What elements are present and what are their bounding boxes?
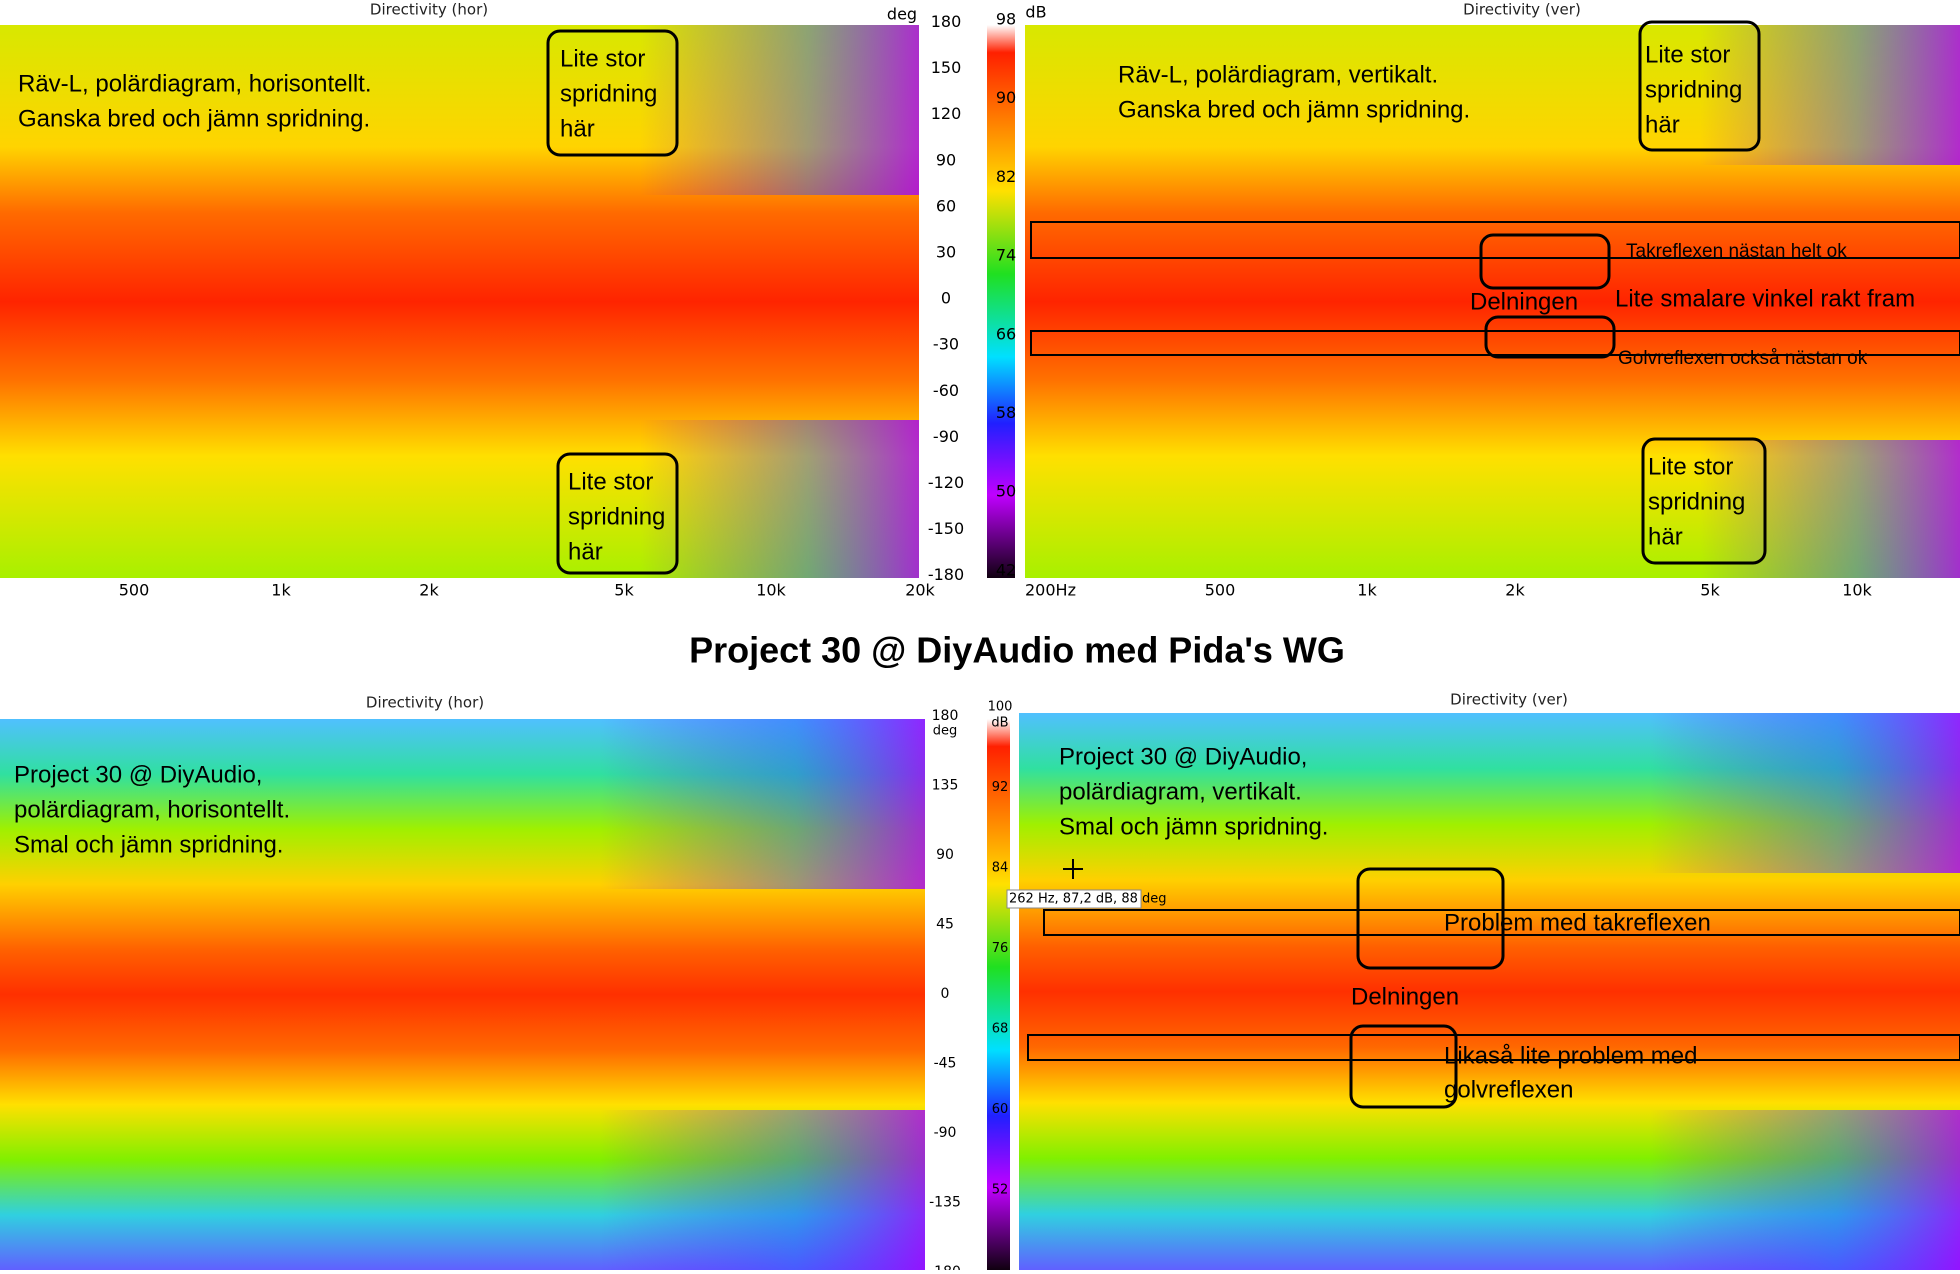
colorbar-tick-label: 100 (988, 700, 1013, 715)
box-label: här (1648, 523, 1683, 550)
panel-title: Directivity (hor) (366, 694, 484, 712)
annotation: Ganska bred och jämn spridning. (18, 105, 370, 132)
x-tick-label: 2k (419, 581, 439, 600)
x-tick-label: 5k (1700, 581, 1720, 600)
page-title: Project 30 @ DiyAudio med Pida's WG (689, 630, 1345, 671)
annotation: Project 30 @ DiyAudio, (1059, 743, 1307, 770)
callout: Problem med takreflexen (1444, 909, 1711, 936)
colorbar-tick-label: 52 (992, 1183, 1009, 1198)
box-label: Lite stor (568, 468, 653, 495)
x-tick-label: 20k (905, 581, 935, 600)
x-tick-label: 500 (1205, 581, 1236, 600)
callout: Likaså lite problem med (1444, 1042, 1697, 1069)
annotation-shapes (546, 20, 1960, 1109)
y-tick-label: -45 (934, 1056, 957, 1072)
heatmap-1 (0, 25, 919, 578)
panel-title: Directivity (hor) (370, 1, 488, 19)
y-tick-label: 60 (936, 196, 956, 215)
y-tick-label: -60 (933, 381, 959, 400)
colorbar-tick-label: 98 (996, 10, 1016, 29)
axis-unit: deg (887, 5, 917, 24)
colorbar-tick-label: 50 (996, 482, 1016, 501)
x-tick-label: 5k (614, 581, 634, 600)
axis-unit: dB (1025, 3, 1046, 22)
y-tick-label: -90 (934, 1125, 957, 1141)
y-tick-label: 30 (936, 243, 956, 262)
box-label: spridning (1645, 76, 1742, 103)
axis-unit: dB (991, 716, 1008, 731)
colorbar-tick-label: 90 (996, 88, 1016, 107)
y-tick-label: -150 (928, 519, 964, 538)
y-tick-label: -135 (929, 1195, 961, 1211)
colorbar-tick-label: 66 (996, 324, 1016, 343)
y-tick-label: 90 (936, 150, 956, 169)
callout: Golvreflexen också nästan ok (1618, 348, 1868, 369)
annotation: Smal och jämn spridning. (1059, 813, 1328, 840)
x-tick-label: 1k (271, 581, 291, 600)
box-label: här (568, 538, 603, 565)
panel-title: Directivity (ver) (1463, 1, 1581, 19)
annotation: polärdiagram, horisontellt. (14, 796, 290, 823)
callout: Delningen (1351, 983, 1459, 1010)
colorbar-tick-label: 58 (996, 403, 1016, 422)
annotation: Smal och jämn spridning. (14, 831, 283, 858)
y-tick-label: 150 (931, 58, 962, 77)
colorbar-tick-label: 68 (992, 1022, 1009, 1037)
annotation: Räv-L, polärdiagram, vertikalt. (1118, 61, 1438, 88)
colorbar-tick-label: 82 (996, 167, 1016, 186)
box-label: Lite stor (560, 45, 645, 72)
heatmap-4 (1019, 713, 1960, 1270)
colorbar (987, 25, 1015, 578)
colorbar-tick-label: 60 (992, 1102, 1009, 1117)
box-label: spridning (568, 503, 665, 530)
heatmap-3 (0, 719, 925, 1270)
callout: Takreflexen nästan helt ok (1626, 241, 1847, 262)
y-tick-label: -30 (933, 335, 959, 354)
colorbar-tick-label: 74 (996, 246, 1016, 265)
y-tick-label: 45 (936, 917, 954, 933)
box-label: Lite stor (1648, 453, 1733, 480)
x-tick-label: 500 (119, 581, 150, 600)
x-tick-label: 10k (756, 581, 786, 600)
colorbar-tick-label: 92 (992, 780, 1009, 795)
y-tick-label: -180 (929, 1264, 961, 1270)
y-tick-label: -180 (928, 565, 964, 584)
y-tick-label: 180 (932, 708, 959, 724)
heatmap-2 (1025, 25, 1960, 578)
x-tick-label: 10k (1842, 581, 1872, 600)
axis-unit: deg (933, 724, 958, 739)
y-tick-label: 120 (931, 104, 962, 123)
colorbar-tick-label: 42 (996, 560, 1016, 579)
annotation: Ganska bred och jämn spridning. (1118, 96, 1470, 123)
callout: golvreflexen (1444, 1076, 1573, 1103)
x-tick-label: 2k (1505, 581, 1525, 600)
annotation: Räv-L, polärdiagram, horisontellt. (18, 70, 372, 97)
y-tick-label: 135 (932, 778, 959, 794)
annotation: Project 30 @ DiyAudio, (14, 761, 262, 788)
box-label: Lite stor (1645, 41, 1730, 68)
y-tick-label: 0 (941, 289, 951, 308)
box-label: här (560, 115, 595, 142)
callout: Lite smalare vinkel rakt fram (1615, 285, 1915, 312)
box-label: här (1645, 111, 1680, 138)
colorbar (987, 719, 1010, 1270)
colorbar-tick-label: 76 (992, 941, 1009, 956)
x-tick-label: 200Hz (1025, 581, 1076, 600)
box-label: spridning (1648, 488, 1745, 515)
y-tick-label: -120 (928, 473, 964, 492)
y-tick-label: 180 (931, 12, 962, 31)
colorbar-tick-label: 84 (992, 861, 1009, 876)
y-tick-label: 0 (941, 986, 950, 1002)
tooltip: 262 Hz, 87,2 dB, 88 deg (1009, 892, 1167, 907)
panel-title: Directivity (ver) (1450, 691, 1568, 709)
x-tick-label: 1k (1357, 581, 1377, 600)
y-tick-label: -90 (933, 427, 959, 446)
annotation: polärdiagram, vertikalt. (1059, 778, 1302, 805)
callout: Delningen (1470, 288, 1578, 315)
box-label: spridning (560, 80, 657, 107)
y-tick-label: 90 (936, 847, 954, 863)
